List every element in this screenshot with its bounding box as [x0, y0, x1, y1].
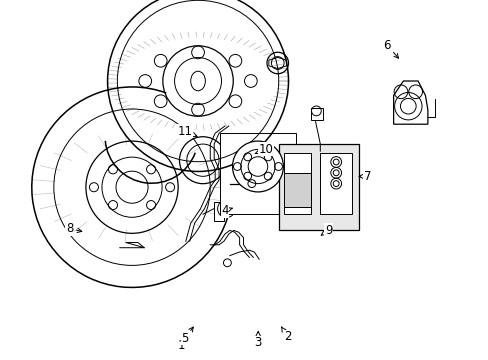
- Bar: [283, 173, 310, 207]
- Bar: [278, 144, 359, 230]
- Text: 7: 7: [358, 170, 371, 183]
- Bar: [213, 202, 224, 221]
- Text: 4: 4: [221, 204, 232, 217]
- Text: 6: 6: [383, 39, 398, 58]
- Bar: [320, 153, 351, 214]
- Bar: [283, 173, 310, 207]
- Polygon shape: [393, 81, 427, 124]
- Bar: [310, 108, 322, 120]
- Circle shape: [223, 259, 231, 267]
- Circle shape: [232, 141, 283, 192]
- Text: 3: 3: [254, 332, 262, 349]
- Text: 8: 8: [65, 222, 81, 235]
- Text: 10: 10: [255, 143, 273, 156]
- Text: 9: 9: [321, 224, 332, 237]
- Text: 2: 2: [281, 327, 291, 343]
- Bar: [283, 153, 310, 214]
- Text: 1: 1: [177, 334, 188, 352]
- Text: 11: 11: [177, 125, 197, 138]
- Text: 5: 5: [181, 327, 193, 345]
- Bar: [220, 133, 295, 214]
